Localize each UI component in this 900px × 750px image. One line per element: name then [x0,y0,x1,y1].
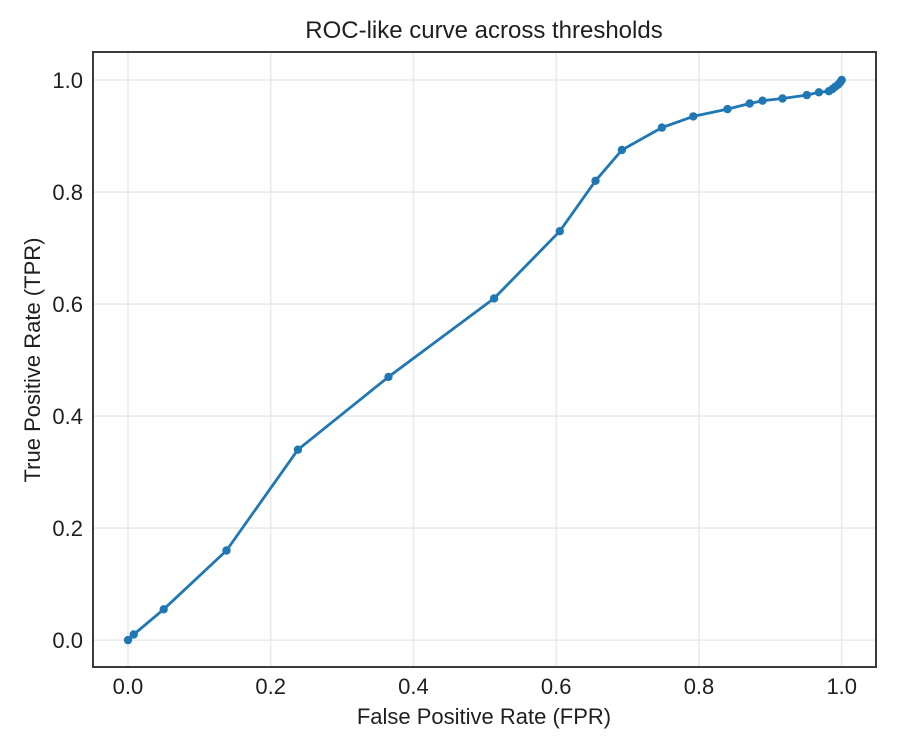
x-tick-label: 0.4 [398,674,429,699]
data-point-marker [837,75,846,85]
y-tick-label: 0.0 [52,628,83,653]
roc-line [126,78,844,642]
data-point-marker [689,112,698,121]
data-point-marker [657,123,667,132]
x-tick-label: 0.2 [255,674,286,699]
data-point-marker [159,605,168,614]
y-tick-label: 1.0 [52,68,83,93]
x-tick-label: 0.8 [684,674,715,699]
data-point-marker [555,227,564,236]
data-point-marker [222,546,231,555]
y-tick-label: 0.2 [52,516,83,541]
data-point-marker [129,630,138,639]
y-tick-label: 0.4 [52,404,83,429]
y-axis-label: True Positive Rate (TPR) [20,238,45,483]
data-point-marker [617,145,627,155]
data-point-marker [293,445,303,454]
data-point-marker [489,294,499,303]
x-axis-label: False Positive Rate (FPR) [357,704,611,729]
chart-title: ROC-like curve across thresholds [305,17,662,44]
data-point-marker [723,104,732,114]
data-point-marker [384,372,393,382]
data-point-marker [814,88,824,97]
y-tick-label: 0.6 [52,292,83,317]
data-point-marker [778,94,787,103]
x-tick-label: 1.0 [826,674,857,699]
data-point-marker [745,99,754,108]
data-point-marker [591,176,600,185]
data-point-marker [758,96,767,105]
data-point-marker [123,635,133,645]
x-tick-label: 0.6 [541,674,572,699]
y-tick-label: 0.8 [52,180,83,205]
x-tick-label: 0.0 [113,674,144,699]
axes-border [92,51,877,668]
data-point-marker [802,90,811,100]
